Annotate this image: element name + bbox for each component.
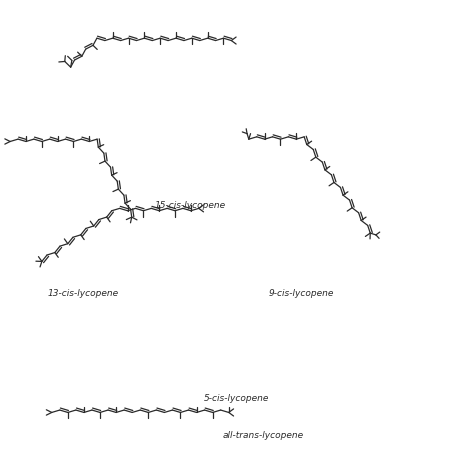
Text: 9-cis-lycopene: 9-cis-lycopene — [268, 289, 334, 298]
Text: all-trans-lycopene: all-trans-lycopene — [222, 431, 303, 440]
Text: 5-cis-lycopene: 5-cis-lycopene — [204, 394, 270, 403]
Text: 13-cis-lycopene: 13-cis-lycopene — [48, 289, 119, 298]
Text: 15-cis-lycopene: 15-cis-lycopene — [154, 201, 225, 211]
